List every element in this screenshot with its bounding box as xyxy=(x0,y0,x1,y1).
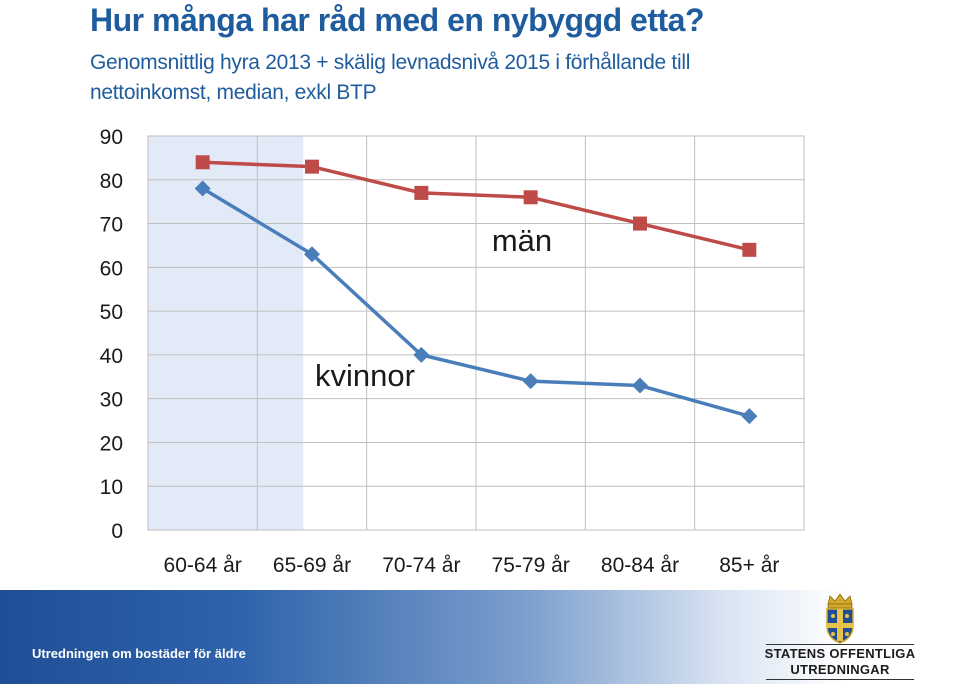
line-chart: 0 10 20 30 40 50 60 70 80 90 60-64 år 65-69 år 70-74… xyxy=(100,126,805,577)
y-tick-label: 80 xyxy=(100,170,123,193)
series-label-kvinnor: kvinnor xyxy=(315,358,415,393)
x-tick-label: 65-69 år xyxy=(273,554,351,577)
chart-subtitle: Genomsnittlig hyra 2013 + skälig levnads… xyxy=(90,51,691,104)
footer-text: Utredningen om bostäder för äldre xyxy=(32,646,246,661)
y-tick-label: 70 xyxy=(100,214,123,237)
y-tick-label: 20 xyxy=(100,432,123,455)
data-point-kvinnor xyxy=(304,246,320,263)
data-point-män xyxy=(633,216,647,231)
data-point-män xyxy=(305,159,319,174)
data-point-män xyxy=(414,185,429,200)
chart-title: Hur många har råd med en nybyggd etta? xyxy=(90,2,705,38)
logo-text-line2: UTREDNINGAR xyxy=(790,662,890,677)
y-tick-label: 40 xyxy=(100,345,123,368)
y-tick-label: 0 xyxy=(111,520,123,543)
x-tick-label: 75-79 år xyxy=(492,554,570,577)
data-point-kvinnor xyxy=(522,373,539,390)
footer-banner: Utredningen om bostäder för äldre STATEN… xyxy=(0,590,959,684)
x-tick-label: 85+ år xyxy=(719,554,779,577)
x-tick-label: 60-64 år xyxy=(164,554,242,577)
data-point-män xyxy=(523,190,538,205)
data-point-kvinnor xyxy=(413,346,430,363)
y-tick-label: 60 xyxy=(100,257,123,280)
data-point-kvinnor xyxy=(741,408,758,425)
series-line-kvinnor xyxy=(201,187,750,418)
highlight-band xyxy=(148,136,304,530)
y-tick-label: 10 xyxy=(100,476,123,499)
x-tick-label: 80-84 år xyxy=(601,554,679,577)
data-point-män xyxy=(742,242,757,257)
data-point-kvinnor xyxy=(632,377,648,394)
sou-logo: STATENS OFFENTLIGA UTREDNINGAR xyxy=(760,593,920,682)
y-tick-label: 90 xyxy=(100,126,123,149)
data-point-kvinnor xyxy=(194,180,211,197)
y-tick-label: 50 xyxy=(100,301,123,324)
logo-text-line1: STATENS OFFENTLIGA xyxy=(764,646,916,661)
data-point-män xyxy=(195,155,210,170)
x-tick-label: 70-74 år xyxy=(382,554,460,577)
crown-shield-icon xyxy=(826,593,854,644)
series-line-män xyxy=(202,160,750,252)
series-label-män: män xyxy=(492,223,552,258)
y-tick-label: 30 xyxy=(100,389,123,412)
